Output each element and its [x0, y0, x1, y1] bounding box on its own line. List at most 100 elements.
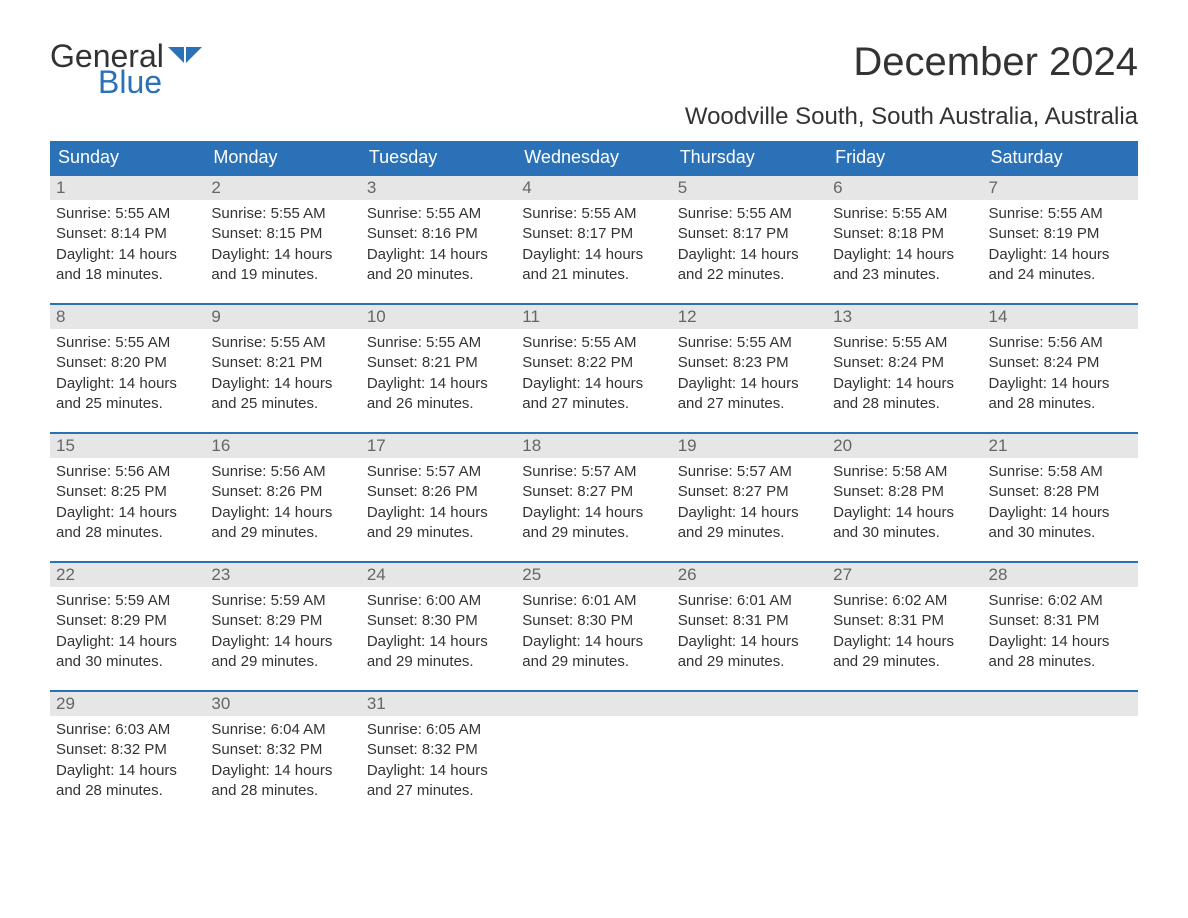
calendar-day: 30Sunrise: 6:04 AMSunset: 8:32 PMDayligh… — [205, 692, 360, 801]
day-of-week-header: SundayMondayTuesdayWednesdayThursdayFrid… — [50, 141, 1138, 174]
day-details: Sunrise: 5:58 AMSunset: 8:28 PMDaylight:… — [827, 458, 982, 543]
calendar-day: 31Sunrise: 6:05 AMSunset: 8:32 PMDayligh… — [361, 692, 516, 801]
daylight-line: Daylight: 14 hours and 23 minutes. — [833, 245, 976, 286]
sunset-line: Sunset: 8:32 PM — [211, 740, 354, 760]
sunset-line: Sunset: 8:15 PM — [211, 224, 354, 244]
sunset-line: Sunset: 8:30 PM — [522, 611, 665, 631]
daylight-line: Daylight: 14 hours and 28 minutes. — [989, 374, 1132, 415]
calendar-day: 25 Sunrise: 6:01 AMSunset: 8:30 PMDayligh… — [516, 563, 671, 672]
sunset-line: Sunset: 8:31 PM — [989, 611, 1132, 631]
calendar-day: 14Sunrise: 5:56 AMSunset: 8:24 PMDayligh… — [983, 305, 1138, 414]
calendar-day: . — [516, 692, 671, 801]
sunrise-line: Sunrise: 6:01 AM — [522, 591, 665, 611]
day-details: Sunrise: 5:56 AMSunset: 8:25 PMDaylight:… — [50, 458, 205, 543]
sunrise-line: Sunrise: 6:02 AM — [833, 591, 976, 611]
calendar-day: 29Sunrise: 6:03 AMSunset: 8:32 PMDayligh… — [50, 692, 205, 801]
daylight-line: Daylight: 14 hours and 27 minutes. — [678, 374, 821, 415]
day-of-week: Sunday — [50, 141, 205, 174]
day-details: Sunrise: 5:58 AMSunset: 8:28 PMDaylight:… — [983, 458, 1138, 543]
calendar-day: 23Sunrise: 5:59 AMSunset: 8:29 PMDayligh… — [205, 563, 360, 672]
day-number: 17 — [361, 434, 516, 458]
day-details: Sunrise: 5:55 AMSunset: 8:21 PMDaylight:… — [205, 329, 360, 414]
sunrise-line: Sunrise: 5:58 AM — [989, 462, 1132, 482]
day-number: 1 — [50, 176, 205, 200]
day-of-week: Thursday — [672, 141, 827, 174]
sunrise-line: Sunrise: 5:56 AM — [56, 462, 199, 482]
sunrise-line: Sunrise: 5:55 AM — [211, 204, 354, 224]
day-of-week: Saturday — [983, 141, 1138, 174]
sunrise-line: Sunrise: 5:55 AM — [367, 204, 510, 224]
day-details: Sunrise: 5:55 AMSunset: 8:18 PMDaylight:… — [827, 200, 982, 285]
day-number: 21 — [983, 434, 1138, 458]
day-of-week: Wednesday — [516, 141, 671, 174]
sunset-line: Sunset: 8:32 PM — [56, 740, 199, 760]
calendar-day: 10Sunrise: 5:55 AMSunset: 8:21 PMDayligh… — [361, 305, 516, 414]
daylight-line: Daylight: 14 hours and 22 minutes. — [678, 245, 821, 286]
day-number: 25 — [516, 563, 671, 587]
sunset-line: Sunset: 8:26 PM — [211, 482, 354, 502]
sunset-line: Sunset: 8:29 PM — [56, 611, 199, 631]
daylight-line: Daylight: 14 hours and 29 minutes. — [522, 632, 665, 673]
sunset-line: Sunset: 8:31 PM — [833, 611, 976, 631]
day-details: Sunrise: 5:55 AMSunset: 8:24 PMDaylight:… — [827, 329, 982, 414]
sunset-line: Sunset: 8:28 PM — [989, 482, 1132, 502]
sunrise-line: Sunrise: 5:57 AM — [367, 462, 510, 482]
day-number: 5 — [672, 176, 827, 200]
logo-text-blue: Blue — [98, 66, 202, 98]
daylight-line: Daylight: 14 hours and 29 minutes. — [678, 503, 821, 544]
calendar-day: 6Sunrise: 5:55 AMSunset: 8:18 PMDaylight… — [827, 176, 982, 285]
daylight-line: Daylight: 14 hours and 28 minutes. — [833, 374, 976, 415]
daylight-line: Daylight: 14 hours and 29 minutes. — [211, 632, 354, 673]
daylight-line: Daylight: 14 hours and 25 minutes. — [56, 374, 199, 415]
daylight-line: Daylight: 14 hours and 29 minutes. — [678, 632, 821, 673]
sunrise-line: Sunrise: 6:01 AM — [678, 591, 821, 611]
calendar-week: 29Sunrise: 6:03 AMSunset: 8:32 PMDayligh… — [50, 690, 1138, 801]
daylight-line: Daylight: 14 hours and 28 minutes. — [989, 632, 1132, 673]
day-details: Sunrise: 5:55 AMSunset: 8:19 PMDaylight:… — [983, 200, 1138, 285]
calendar-day: 8Sunrise: 5:55 AMSunset: 8:20 PMDaylight… — [50, 305, 205, 414]
day-number: 18 — [516, 434, 671, 458]
sunset-line: Sunset: 8:29 PM — [211, 611, 354, 631]
sunset-line: Sunset: 8:16 PM — [367, 224, 510, 244]
sunset-line: Sunset: 8:22 PM — [522, 353, 665, 373]
sunrise-line: Sunrise: 5:55 AM — [211, 333, 354, 353]
day-number: 22 — [50, 563, 205, 587]
logo: General Blue — [50, 40, 202, 98]
calendar-week: 15Sunrise: 5:56 AMSunset: 8:25 PMDayligh… — [50, 432, 1138, 543]
day-details: Sunrise: 6:02 AMSunset: 8:31 PMDaylight:… — [983, 587, 1138, 672]
location: Woodville South, South Australia, Austra… — [685, 103, 1138, 131]
day-number: 10 — [361, 305, 516, 329]
sunrise-line: Sunrise: 5:57 AM — [678, 462, 821, 482]
day-number: 3 — [361, 176, 516, 200]
day-details: Sunrise: 5:56 AMSunset: 8:24 PMDaylight:… — [983, 329, 1138, 414]
sunrise-line: Sunrise: 5:55 AM — [56, 333, 199, 353]
day-number: 26 — [672, 563, 827, 587]
sunrise-line: Sunrise: 5:55 AM — [56, 204, 199, 224]
sunrise-line: Sunrise: 5:55 AM — [833, 333, 976, 353]
sunrise-line: Sunrise: 6:02 AM — [989, 591, 1132, 611]
daylight-line: Daylight: 14 hours and 29 minutes. — [367, 632, 510, 673]
sunset-line: Sunset: 8:17 PM — [522, 224, 665, 244]
daylight-line: Daylight: 14 hours and 24 minutes. — [989, 245, 1132, 286]
calendar-day: . — [827, 692, 982, 801]
daylight-line: Daylight: 14 hours and 28 minutes. — [56, 503, 199, 544]
day-details: Sunrise: 5:55 AMSunset: 8:20 PMDaylight:… — [50, 329, 205, 414]
daylight-line: Daylight: 14 hours and 18 minutes. — [56, 245, 199, 286]
day-number: 14 — [983, 305, 1138, 329]
day-details: Sunrise: 6:05 AMSunset: 8:32 PMDaylight:… — [361, 716, 516, 801]
calendar-day: 26Sunrise: 6:01 AMSunset: 8:31 PMDayligh… — [672, 563, 827, 672]
sunrise-line: Sunrise: 5:55 AM — [522, 333, 665, 353]
day-details: Sunrise: 5:55 AMSunset: 8:17 PMDaylight:… — [516, 200, 671, 285]
day-details: Sunrise: 5:55 AMSunset: 8:23 PMDaylight:… — [672, 329, 827, 414]
sunset-line: Sunset: 8:27 PM — [522, 482, 665, 502]
day-number: . — [983, 692, 1138, 716]
calendar-day: 19Sunrise: 5:57 AMSunset: 8:27 PMDayligh… — [672, 434, 827, 543]
calendar-day: 17Sunrise: 5:57 AMSunset: 8:26 PMDayligh… — [361, 434, 516, 543]
day-number: . — [516, 692, 671, 716]
day-details: Sunrise: 5:55 AMSunset: 8:14 PMDaylight:… — [50, 200, 205, 285]
header: General Blue December 2024 Woodville Sou… — [50, 40, 1138, 131]
sunrise-line: Sunrise: 5:56 AM — [989, 333, 1132, 353]
daylight-line: Daylight: 14 hours and 27 minutes. — [367, 761, 510, 802]
sunset-line: Sunset: 8:25 PM — [56, 482, 199, 502]
day-number: 6 — [827, 176, 982, 200]
